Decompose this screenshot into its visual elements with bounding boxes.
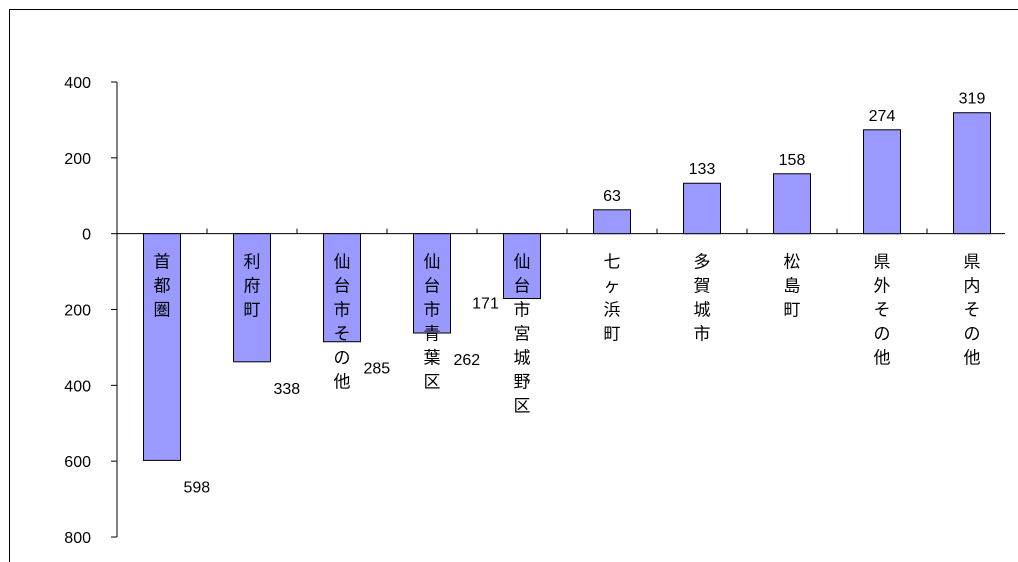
data-label: 158: [779, 152, 806, 169]
data-label: 171: [472, 296, 499, 313]
bars-layer: [143, 112, 991, 461]
data-label: 262: [454, 352, 481, 369]
bar: [503, 233, 541, 300]
x-tick-label: 首都圏: [154, 253, 171, 320]
axis-layer: 400 200 0 200 400 600 800: [64, 75, 1005, 547]
bar: [773, 173, 811, 235]
bar: [683, 182, 721, 235]
data-label: 598: [184, 479, 211, 496]
y-tick-label: 200: [64, 303, 91, 320]
bar: [143, 233, 181, 461]
data-label: 63: [603, 188, 621, 205]
y-tick-label: 600: [64, 454, 91, 471]
x-tick-label: 県内その他: [964, 253, 981, 368]
x-tick-label: 多賀城市: [694, 253, 711, 344]
x-tick-label: 県外その他: [874, 253, 891, 368]
x-tick-label: 仙台市その他: [334, 253, 351, 392]
x-tick-label: 松島町: [784, 253, 801, 320]
data-label: 319: [959, 91, 986, 108]
data-label: 274: [869, 108, 896, 125]
data-label: 285: [364, 361, 391, 378]
chart-frame: [9, 9, 1018, 562]
bar: [863, 129, 901, 235]
bar: [413, 233, 451, 334]
y-tick-label: 400: [64, 75, 91, 92]
data-label: 338: [274, 381, 301, 398]
y-tick-label: 800: [64, 530, 91, 547]
labels-layer: 598 首都圏 338 利府町 285 仙台市その他 262 仙台市青葉区 171 仙台市宮城野区…: [154, 91, 986, 497]
bar: [323, 233, 361, 343]
data-label: 133: [689, 161, 716, 178]
bar: [233, 233, 271, 363]
y-tick-label: 400: [64, 378, 91, 395]
x-tick-label: 仙台市宮城野区: [514, 253, 531, 416]
x-tick-label: 利府町: [244, 253, 261, 320]
y-tick-label: 0: [82, 227, 91, 244]
bar: [593, 209, 631, 235]
x-tick-label: 七ヶ浜町: [604, 253, 621, 344]
x-tick-label: 仙台市青葉区: [424, 253, 441, 392]
y-tick-label: 200: [64, 151, 91, 168]
bar: [953, 112, 991, 235]
